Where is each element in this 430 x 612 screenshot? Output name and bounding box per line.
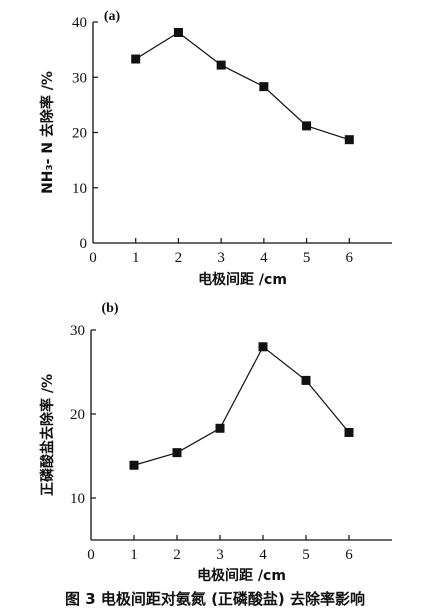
- x-tick-label: 2: [173, 547, 181, 563]
- y-tick-label: 20: [72, 126, 87, 142]
- figure-caption: 图 3 电极间距对氨氮 (正磷酸盐) 去除率影响: [65, 590, 365, 608]
- y-tick-label: 30: [72, 70, 87, 86]
- data-point: [215, 423, 225, 433]
- x-tick-label: 0: [89, 250, 97, 266]
- series-line: [133, 345, 350, 466]
- panel-label: (a): [104, 9, 121, 24]
- x-axis-title: 电极间距 /cm: [198, 271, 287, 288]
- x-tick-label: 0: [87, 547, 95, 563]
- x-tick-label: 6: [346, 250, 354, 266]
- x-tick-label: 1: [130, 547, 138, 563]
- data-point: [172, 448, 182, 458]
- x-tick-label: 1: [132, 250, 140, 266]
- x-tick-label: 6: [345, 547, 353, 563]
- y-tick-label: 30: [70, 323, 85, 339]
- y-tick-label: 40: [72, 15, 87, 31]
- panel-a: 0 1 2 3 4 5 6 0 10 20 30 40 (a) 电极间距 /cm NH₃- N 去除率 /%: [39, 9, 392, 288]
- x-tick-label: 5: [303, 250, 311, 266]
- data-point: [129, 460, 139, 470]
- y-tick-label: 20: [70, 407, 85, 423]
- data-point: [301, 375, 311, 385]
- x-tick-label: 4: [259, 547, 267, 563]
- panel-label: (b): [101, 301, 118, 316]
- y-tick-label: 10: [72, 181, 87, 197]
- x-tick-label: 2: [175, 250, 183, 266]
- y-axis-title: NH₃- N 去除率 /%: [39, 71, 56, 194]
- x-axis-title: 电极间距 /cm: [197, 567, 286, 584]
- data-point: [173, 27, 183, 37]
- data-point: [302, 121, 312, 131]
- series-line: [135, 31, 350, 141]
- x-tick-label: 4: [260, 250, 268, 266]
- data-point: [344, 427, 354, 437]
- data-point: [216, 60, 226, 70]
- y-tick-label: 0: [80, 236, 88, 252]
- panel-b: 0 1 2 3 4 5 6 10 20 30 (b) 电极间距 /cm 正磷酸盐去除率 /%: [39, 301, 392, 584]
- data-point: [344, 135, 354, 145]
- data-point: [258, 342, 268, 352]
- y-tick-label: 10: [70, 491, 85, 507]
- data-point: [259, 82, 269, 92]
- x-tick-label: 3: [216, 547, 224, 563]
- y-axis-title: 正磷酸盐去除率 /%: [39, 374, 56, 496]
- x-tick-label: 5: [302, 547, 310, 563]
- x-tick-label: 3: [217, 250, 225, 266]
- data-point: [131, 54, 141, 64]
